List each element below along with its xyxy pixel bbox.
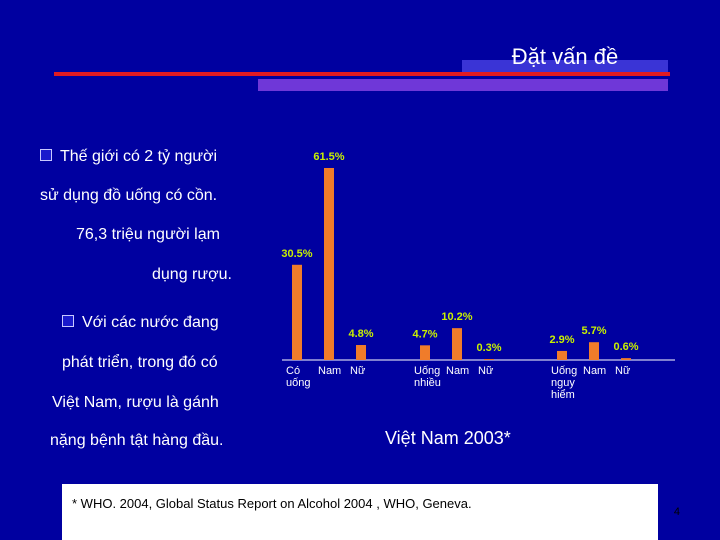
bar-0-0 [292, 264, 302, 360]
category-label: Uống [551, 365, 577, 377]
category-label: nguy [551, 377, 575, 389]
bar-0-2 [356, 345, 366, 360]
bullet-2-line-4: nặng bệnh tật hàng đầu. [50, 432, 224, 449]
bar-value-label: 2.9% [549, 334, 574, 346]
bar-1-1 [452, 328, 462, 360]
square-bullet-icon [62, 315, 74, 327]
bar-0-1 [324, 168, 334, 360]
bar-1-0 [420, 345, 430, 360]
bar-2-0 [557, 350, 567, 360]
bar-value-label: 4.7% [412, 328, 437, 340]
bar-value-label: 61.5% [313, 151, 344, 163]
category-label: hiểm [551, 389, 575, 401]
chart-subtitle: Việt Nam 2003* [385, 428, 511, 448]
bullet-1-line-2: sử dụng đồ uống có cồn. [40, 187, 218, 204]
bar-value-label: 4.8% [348, 328, 373, 340]
page-number: 4 [673, 506, 680, 518]
category-label: Nữ [615, 365, 631, 377]
bar-2-2 [621, 358, 631, 360]
bullet-2-line-3: Việt Nam, rượu là gánh [52, 394, 219, 411]
bullet-1-line-4: dụng rượu. [152, 266, 232, 283]
bullet-2-line-1: Với các nước đang [62, 314, 219, 332]
bar-value-label: 10.2% [441, 311, 472, 323]
bullet-2-line-2: phát triển, trong đó có [62, 354, 218, 371]
category-label: Uống [414, 365, 440, 377]
footnote-text: * WHO. 2004, Global Status Report on Alc… [72, 496, 472, 511]
title-underline [54, 72, 670, 76]
bar-value-label: 0.6% [613, 341, 638, 353]
square-bullet-icon [40, 149, 52, 161]
category-label: Nam [446, 365, 469, 377]
bar-value-label: 5.7% [581, 325, 606, 337]
bar-2-1 [589, 342, 599, 360]
bullet-1-line-3: 76,3 triệu người lạm [76, 226, 220, 243]
title-lower-bar [258, 79, 668, 91]
bar-value-label: 0.3% [476, 342, 501, 354]
category-label: Nữ [478, 365, 494, 377]
category-label: uống [286, 377, 310, 389]
bullet-1-text: Thế giới có 2 tỷ người [60, 148, 218, 165]
category-label: Nữ [350, 365, 366, 377]
slide-title: Đặt vấn đề [511, 44, 619, 69]
footnote-box: * WHO. 2004, Global Status Report on Alc… [62, 484, 658, 540]
category-label: nhiều [414, 377, 441, 389]
title-accent-bar [462, 60, 668, 72]
bullet-1-line-1: Thế giới có 2 tỷ người [40, 148, 217, 166]
category-label: Nam [318, 365, 341, 377]
bar-1-2 [484, 359, 494, 360]
category-label: Nam [583, 365, 606, 377]
bar-value-label: 30.5% [281, 248, 312, 260]
bullet-2-text: Với các nước đang [82, 314, 219, 331]
category-label: Có [286, 365, 300, 377]
